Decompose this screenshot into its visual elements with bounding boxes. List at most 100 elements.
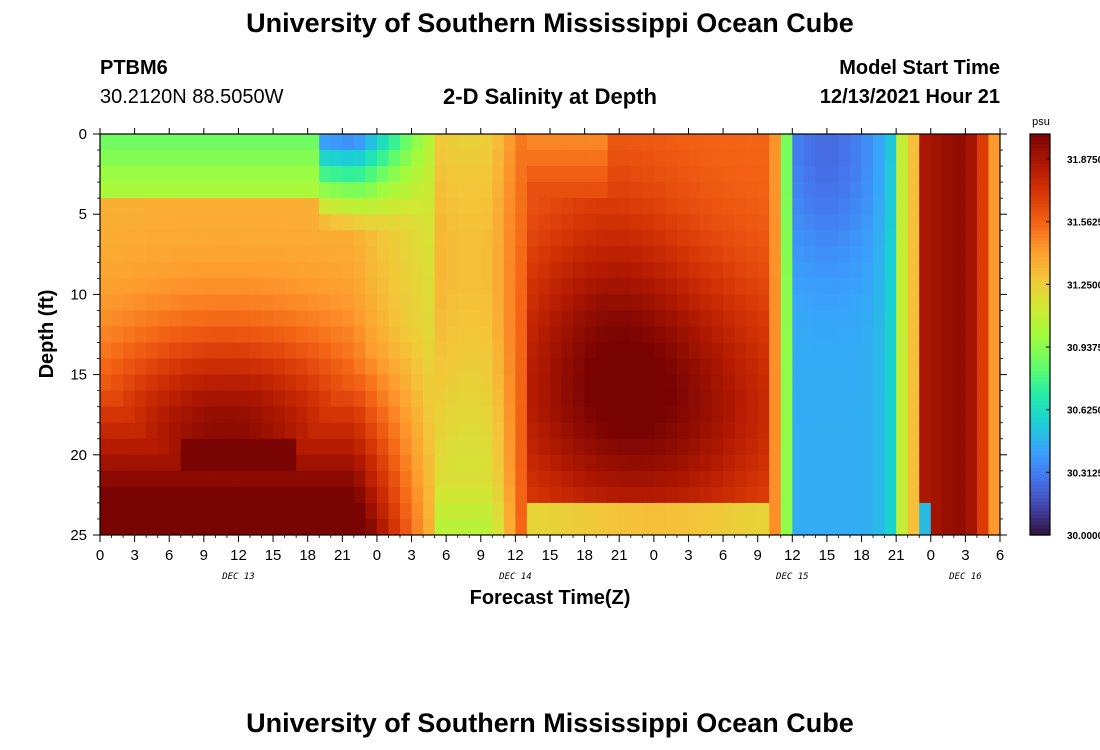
- heatmap-cell: [665, 230, 678, 247]
- heatmap-cell: [284, 502, 297, 520]
- heatmap-cell: [676, 342, 690, 360]
- heatmap-cell: [238, 374, 251, 392]
- heatmap-cell: [250, 262, 263, 279]
- heatmap-cell: [469, 214, 482, 231]
- heatmap-cell: [676, 358, 690, 376]
- heatmap-cell: [665, 246, 678, 263]
- heatmap-cell: [723, 134, 736, 151]
- heatmap-cell: [653, 374, 666, 392]
- heatmap-cell: [873, 262, 886, 279]
- heatmap-cell: [111, 166, 124, 183]
- heatmap-cell: [469, 294, 482, 312]
- heatmap-cell: [146, 134, 159, 151]
- heatmap-cell: [642, 262, 655, 279]
- heatmap-cell: [296, 438, 309, 456]
- heatmap-cell: [503, 470, 516, 488]
- heatmap-cell: [942, 454, 955, 472]
- heatmap-cell: [953, 326, 966, 344]
- heatmap-cell: [238, 438, 251, 456]
- heatmap-cell: [157, 326, 170, 344]
- heatmap-cell: [561, 502, 574, 520]
- heatmap-cell: [146, 262, 159, 279]
- heatmap-cell: [526, 454, 540, 472]
- heatmap-cell: [653, 390, 666, 408]
- heatmap-cell: [965, 358, 978, 376]
- heatmap-cell: [376, 470, 390, 488]
- heatmap-cell: [838, 502, 851, 520]
- heatmap-cell: [261, 310, 274, 328]
- colorbar-segment: [1030, 134, 1050, 138]
- heatmap-cell: [965, 470, 978, 488]
- heatmap-cell: [342, 150, 355, 167]
- heatmap-cell: [815, 278, 828, 295]
- heatmap-cell: [988, 310, 1000, 328]
- heatmap-cell: [330, 246, 343, 263]
- heatmap-cell: [596, 182, 609, 199]
- heatmap-cell: [965, 182, 978, 199]
- heatmap-cell: [434, 470, 447, 488]
- heatmap-cell: [434, 422, 447, 440]
- heatmap-cell: [826, 470, 840, 488]
- colorbar-segment: [1030, 287, 1050, 292]
- heatmap-cell: [169, 198, 182, 215]
- heatmap-cell: [746, 374, 759, 392]
- heatmap-cell: [630, 438, 643, 456]
- heatmap-cell: [123, 518, 136, 535]
- colorbar-segment: [1030, 210, 1050, 215]
- heatmap-cell: [296, 518, 309, 535]
- heatmap-cell: [573, 486, 586, 504]
- heatmap-cell: [480, 406, 493, 424]
- heatmap-cell: [469, 374, 482, 392]
- heatmap-cell: [469, 518, 482, 535]
- heatmap-cell: [619, 486, 632, 504]
- heatmap-cell: [965, 390, 978, 408]
- colorbar-segment: [1030, 461, 1050, 466]
- heatmap-cell: [307, 198, 320, 215]
- heatmap-cell: [388, 342, 401, 360]
- heatmap-cell: [792, 230, 805, 247]
- heatmap-cell: [446, 246, 459, 263]
- heatmap-cell: [838, 518, 851, 535]
- heatmap-cell: [988, 150, 1000, 167]
- heatmap-cell: [353, 134, 366, 151]
- heatmap-cell: [907, 486, 920, 504]
- heatmap-cell: [861, 470, 874, 488]
- heatmap-cell: [226, 358, 240, 376]
- heatmap-cell: [896, 310, 909, 328]
- heatmap-cell: [111, 342, 124, 360]
- heatmap-cell: [665, 518, 678, 535]
- heatmap-cell: [907, 470, 920, 488]
- heatmap-cell: [411, 454, 424, 472]
- heatmap-cell: [873, 342, 886, 360]
- heatmap-cell: [123, 182, 136, 199]
- heatmap-cell: [100, 310, 113, 328]
- heatmap-cell: [965, 438, 978, 456]
- heatmap-cell: [803, 134, 816, 151]
- heatmap-cell: [930, 326, 943, 344]
- heatmap-cell: [526, 150, 540, 167]
- heatmap-cell: [988, 166, 1000, 183]
- heatmap-cell: [803, 502, 816, 520]
- heatmap-cell: [342, 262, 355, 279]
- heatmap-cell: [400, 326, 413, 344]
- heatmap-cell: [676, 374, 690, 392]
- heatmap-cell: [561, 230, 574, 247]
- heatmap-cell: [561, 406, 574, 424]
- heatmap-cell: [769, 438, 782, 456]
- heatmap-cell: [873, 390, 886, 408]
- heatmap-cell: [746, 358, 759, 376]
- heatmap-cell: [423, 278, 436, 295]
- colorbar-segment: [1030, 164, 1050, 169]
- heatmap-cell: [815, 358, 828, 376]
- heatmap-cell: [261, 358, 274, 376]
- heatmap-cell: [746, 294, 759, 312]
- colorbar-segment: [1030, 518, 1050, 523]
- heatmap-cell: [423, 438, 436, 456]
- heatmap-cell: [503, 294, 516, 312]
- heatmap-cell: [388, 278, 401, 295]
- heatmap-cell: [434, 214, 447, 231]
- heatmap-cell: [342, 246, 355, 263]
- heatmap-cell: [238, 454, 251, 472]
- heatmap-cell: [746, 310, 759, 328]
- heatmap-cell: [273, 294, 286, 312]
